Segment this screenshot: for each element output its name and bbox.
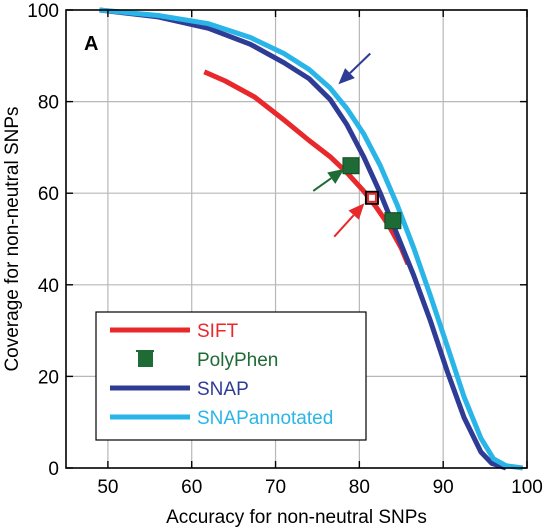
legend-entry-sift: SIFT — [110, 321, 239, 342]
series-sift-line — [203, 69, 411, 266]
y-tick-label-0: 0 — [48, 459, 59, 480]
arrow-2-shaft — [312, 177, 332, 192]
x-tick-label-80: 80 — [349, 477, 370, 498]
y-tick-label-40: 40 — [38, 276, 59, 297]
x-tick-label-50: 50 — [97, 477, 118, 498]
plot-frame — [65, 9, 528, 469]
polyphen-marker-2 — [384, 212, 402, 230]
legend-entry-snap: SNAP — [110, 379, 249, 400]
panel-letter: A — [84, 33, 98, 55]
legend-label-snap: SNAP — [197, 379, 249, 400]
legend-label-sift: SIFT — [197, 321, 239, 342]
legend-entry-polyphen: PolyPhen — [136, 350, 278, 371]
x-axis-title: Accuracy for non-neutral SNPs — [166, 507, 427, 528]
x-tick-label-90: 90 — [433, 477, 454, 498]
legend-items: SIFT PolyPhen SNAP SNAPannotated — [110, 321, 333, 429]
arrow-3-head — [348, 203, 365, 220]
sift-operating-point-inner — [366, 192, 377, 203]
legend-swatch-polyphen — [138, 352, 153, 367]
x-tick-label-100: 100 — [511, 477, 543, 498]
legend: SIFT PolyPhen SNAP SNAPannotated — [95, 311, 367, 441]
y-tick-label-100: 100 — [27, 1, 59, 22]
legend-label-snapannotated: SNAPannotated — [197, 408, 333, 429]
y-tick-label-80: 80 — [38, 93, 59, 114]
y-axis-title: Coverage for non-neutral SNPs — [2, 106, 23, 371]
polyphen-marker-1 — [342, 157, 360, 175]
arrow-1-head — [338, 68, 355, 85]
tick-labels: 50 60 70 80 90 100 0 20 40 60 80 100 — [27, 1, 543, 498]
arrow-layer — [312, 52, 371, 238]
arrow-1-shaft — [349, 52, 371, 74]
arrow-3-shaft — [333, 214, 355, 238]
series-snap-line — [99, 7, 507, 471]
arrow-2-head — [327, 168, 345, 184]
y-tick-label-20: 20 — [38, 367, 59, 388]
x-tick-label-60: 60 — [181, 477, 202, 498]
legend-entry-snapannotated: SNAPannotated — [110, 408, 333, 429]
legend-label-polyphen: PolyPhen — [197, 350, 278, 371]
x-tick-label-70: 70 — [265, 477, 286, 498]
marker-layer — [342, 157, 402, 230]
y-tick-label-60: 60 — [38, 184, 59, 205]
series-snapannotated-line — [99, 7, 524, 471]
